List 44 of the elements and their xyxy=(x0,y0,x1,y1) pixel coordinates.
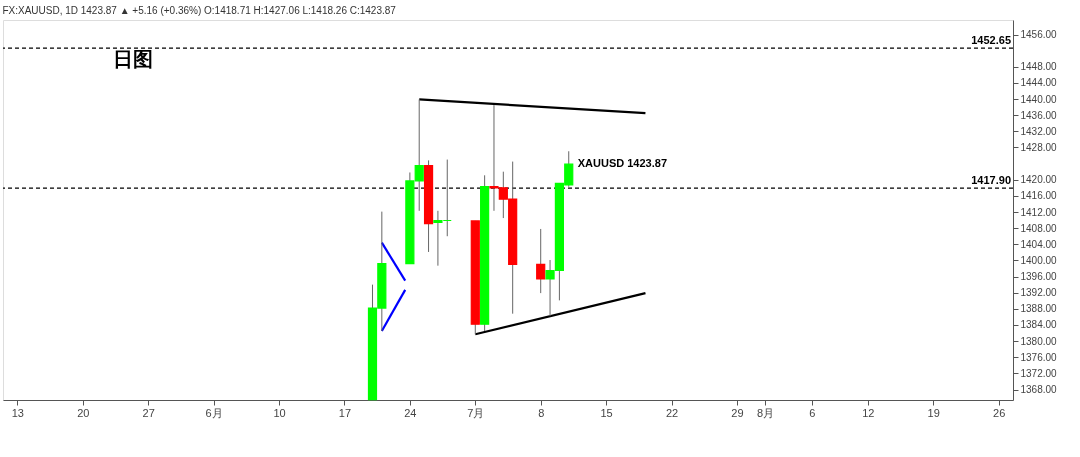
x-tick-label: 15 xyxy=(600,406,613,419)
x-tick-label: 12 xyxy=(862,406,875,419)
y-tick-label: 1400.00 xyxy=(1020,254,1058,266)
x-tick-label: 6 xyxy=(809,406,816,419)
y-tick-label: 1428.00 xyxy=(1020,141,1058,153)
x-tick-label: 20 xyxy=(77,406,90,419)
y-tick-label: 1368.00 xyxy=(1020,384,1058,396)
y-tick-label: 1392.00 xyxy=(1020,287,1058,299)
x-tick-label: 6月 xyxy=(205,406,223,419)
x-tick-label: 8月 xyxy=(756,406,775,419)
x-tick-label: 8 xyxy=(538,406,545,419)
x-tick-label: 13 xyxy=(11,406,24,419)
y-tick-label: 1448.00 xyxy=(1020,61,1058,73)
x-tick-label: 17 xyxy=(338,406,352,419)
y-tick-label: 1396.00 xyxy=(1020,271,1058,283)
ref-line-label: 1417.90 xyxy=(971,174,1011,187)
y-tick-label: 1444.00 xyxy=(1020,77,1058,89)
x-tick-label: 27 xyxy=(142,406,155,419)
y-tick-label: 1440.00 xyxy=(1020,93,1058,105)
x-tick-label: 22 xyxy=(665,406,679,419)
y-tick-label: 1408.00 xyxy=(1020,222,1058,234)
annotation: XAUUSD 1423.87 xyxy=(577,157,668,170)
y-tick-label: 1376.00 xyxy=(1020,351,1058,363)
y-tick-label: 1384.00 xyxy=(1020,319,1058,331)
y-tick-label: 1372.00 xyxy=(1020,367,1058,379)
y-tick-label: 1380.00 xyxy=(1020,335,1058,347)
x-tick-label: 24 xyxy=(404,406,417,419)
x-tick-label: 7月 xyxy=(467,406,485,419)
text: 日图 xyxy=(113,47,153,71)
x-tick-label: 19 xyxy=(927,406,940,419)
y-tick-label: 1404.00 xyxy=(1020,238,1058,250)
y-tick-label: 1412.00 xyxy=(1020,206,1058,218)
y-tick-label: 1416.00 xyxy=(1020,190,1058,202)
x-tick-label: 26 xyxy=(993,406,1006,419)
y-tick-label: 1420.00 xyxy=(1020,174,1058,186)
candlestick xyxy=(536,228,546,294)
y-tick-label: 1436.00 xyxy=(1020,109,1058,121)
y-tick-label: 1388.00 xyxy=(1020,303,1058,315)
x-tick-label: 29 xyxy=(731,406,744,419)
y-tick-label: 1432.00 xyxy=(1020,125,1058,137)
ref-line-label: 1452.65 xyxy=(971,34,1011,47)
x-tick-label: 10 xyxy=(273,406,286,419)
y-tick-label: 1456.00 xyxy=(1020,29,1058,41)
chart-subtitle: FX:XAUUSD, 1D 1423.87 ▲ +5.16 (+0.36%) O:1418.71 H:1427.06 L:1418.26 C:1423.87 xyxy=(2,5,397,16)
